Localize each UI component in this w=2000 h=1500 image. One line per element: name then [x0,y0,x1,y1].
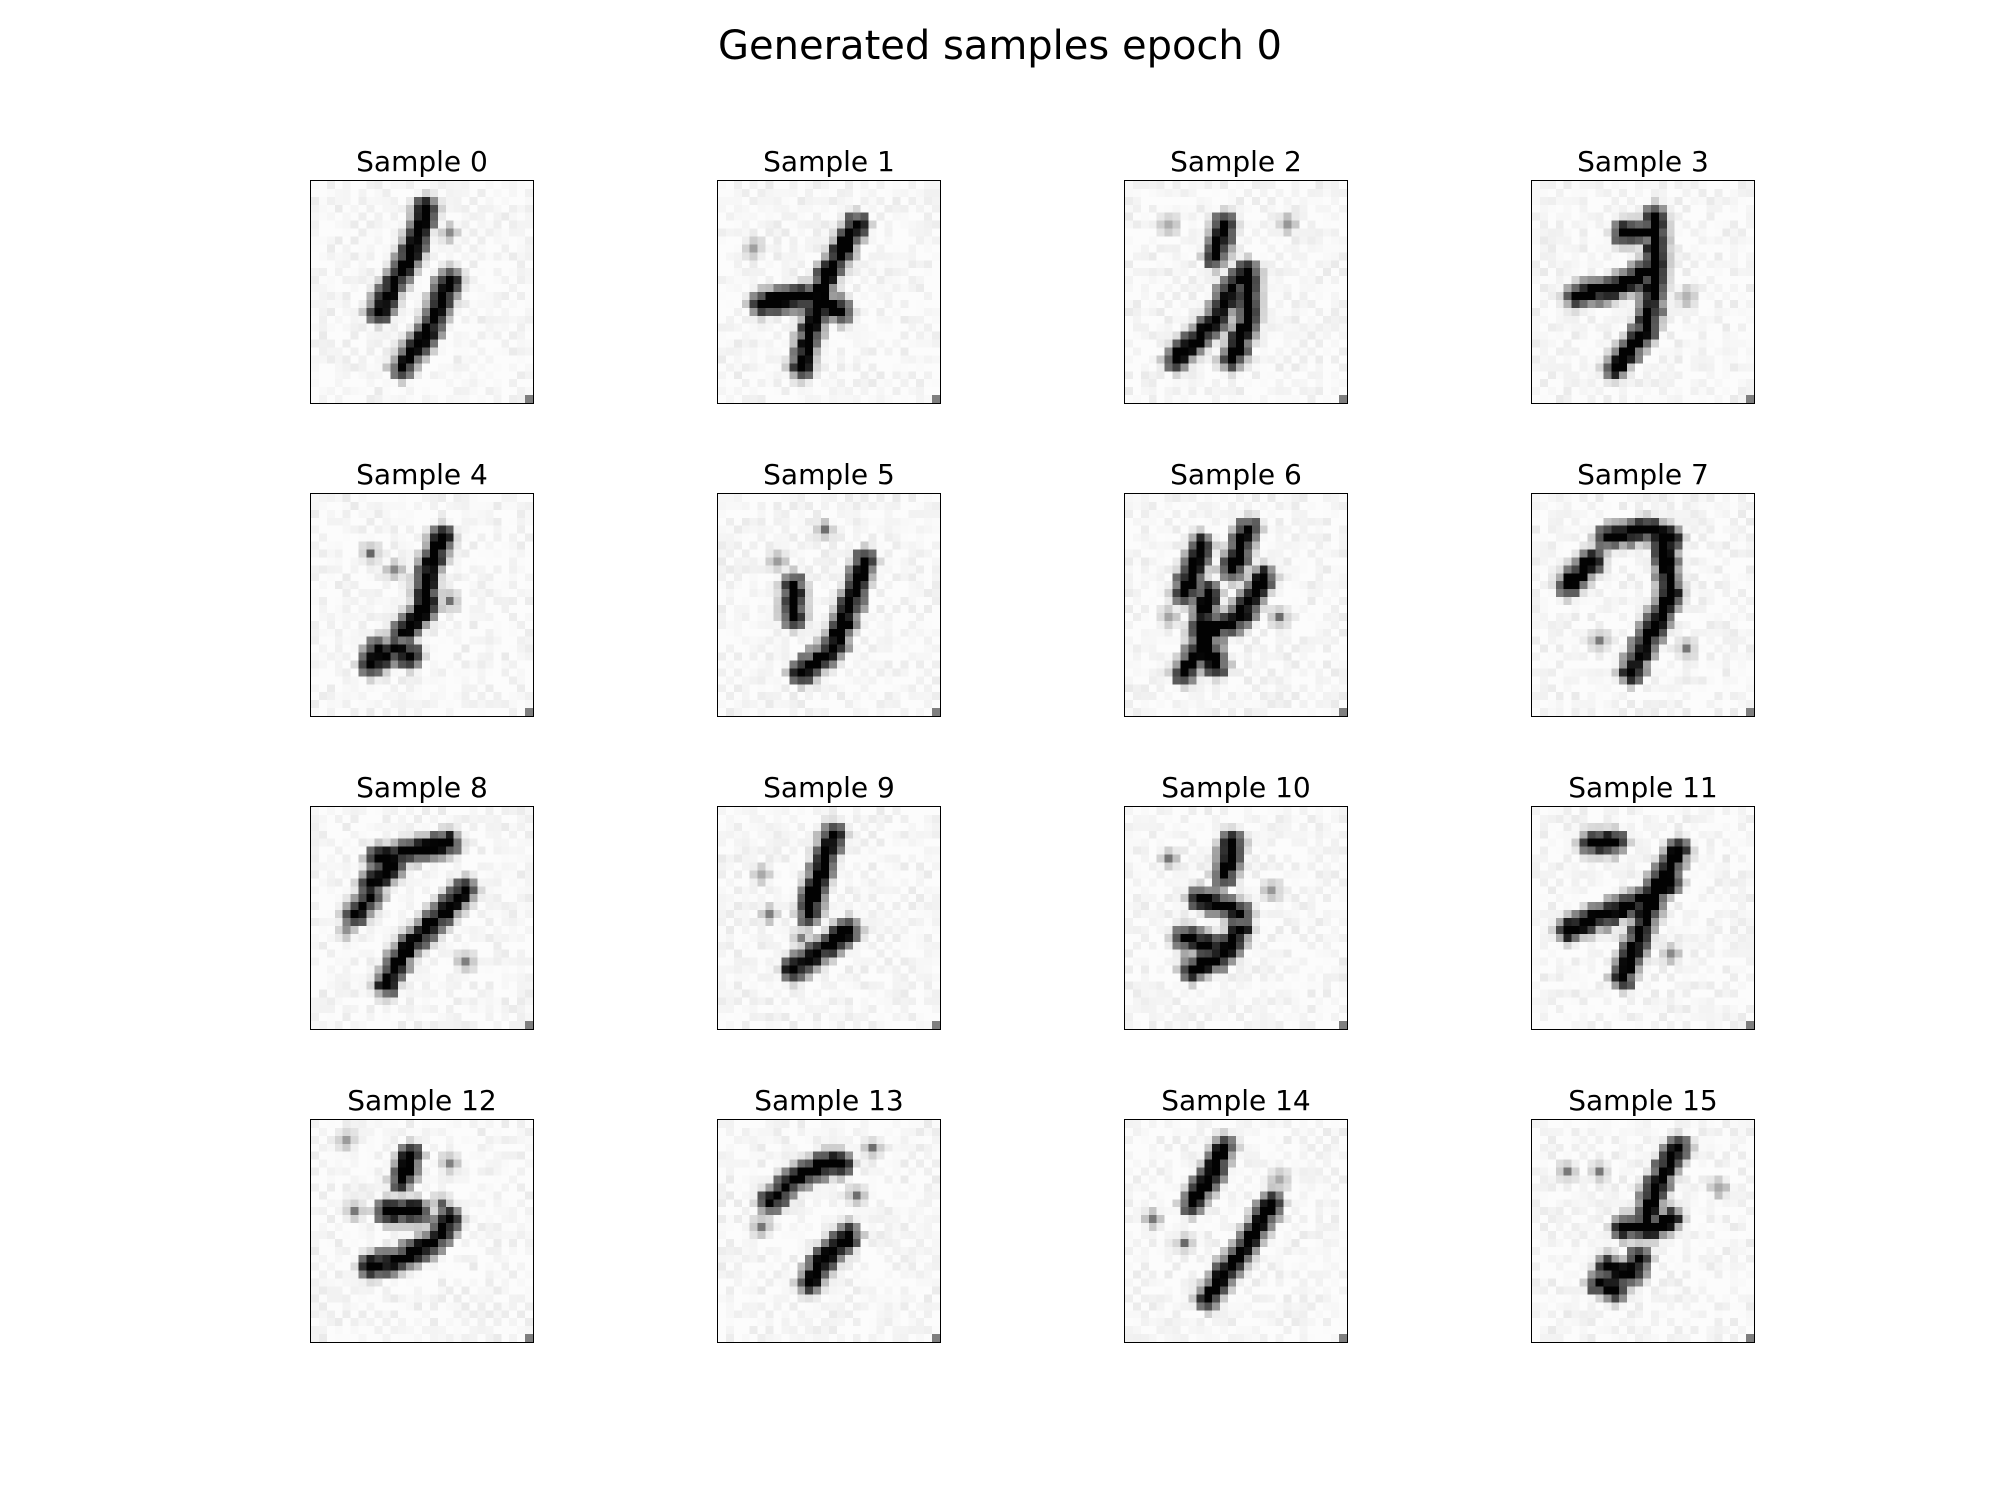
sample-canvas [311,807,533,1029]
sample-title: Sample 6 [1170,458,1302,491]
sample-canvas [1532,494,1754,716]
sample-canvas [718,1120,940,1342]
sample-image [1531,493,1755,717]
sample-image [310,1119,534,1343]
sample-image [1124,180,1348,404]
sample-image [717,1119,941,1343]
sample-title: Sample 2 [1170,145,1302,178]
sample-title: Sample 12 [347,1084,497,1117]
sample-canvas [718,494,940,716]
sample-image [1531,806,1755,1030]
sample-canvas [718,181,940,403]
sample-canvas [311,1120,533,1342]
sample-title: Sample 14 [1161,1084,1311,1117]
sample-title: Sample 8 [356,771,488,804]
sample-image [1531,180,1755,404]
sample-title: Sample 13 [754,1084,904,1117]
figure-title: Generated samples epoch 0 [718,23,1282,69]
sample-image [717,806,941,1030]
sample-image [1124,493,1348,717]
sample-canvas [1125,1120,1347,1342]
sample-image [1124,806,1348,1030]
sample-canvas [1532,181,1754,403]
sample-title: Sample 11 [1568,771,1718,804]
sample-image [1124,1119,1348,1343]
sample-image [717,493,941,717]
sample-canvas [311,181,533,403]
sample-title: Sample 15 [1568,1084,1718,1117]
sample-title: Sample 0 [356,145,488,178]
sample-title: Sample 7 [1577,458,1709,491]
sample-image [717,180,941,404]
sample-canvas [311,494,533,716]
sample-title: Sample 10 [1161,771,1311,804]
sample-canvas [1532,807,1754,1029]
sample-title: Sample 9 [763,771,895,804]
sample-canvas [1532,1120,1754,1342]
sample-image [310,493,534,717]
sample-title: Sample 3 [1577,145,1709,178]
sample-canvas [1125,181,1347,403]
sample-canvas [1125,807,1347,1029]
sample-title: Sample 4 [356,458,488,491]
sample-canvas [1125,494,1347,716]
sample-image [1531,1119,1755,1343]
sample-image [310,806,534,1030]
sample-image [310,180,534,404]
sample-canvas [718,807,940,1029]
sample-title: Sample 1 [763,145,895,178]
sample-title: Sample 5 [763,458,895,491]
